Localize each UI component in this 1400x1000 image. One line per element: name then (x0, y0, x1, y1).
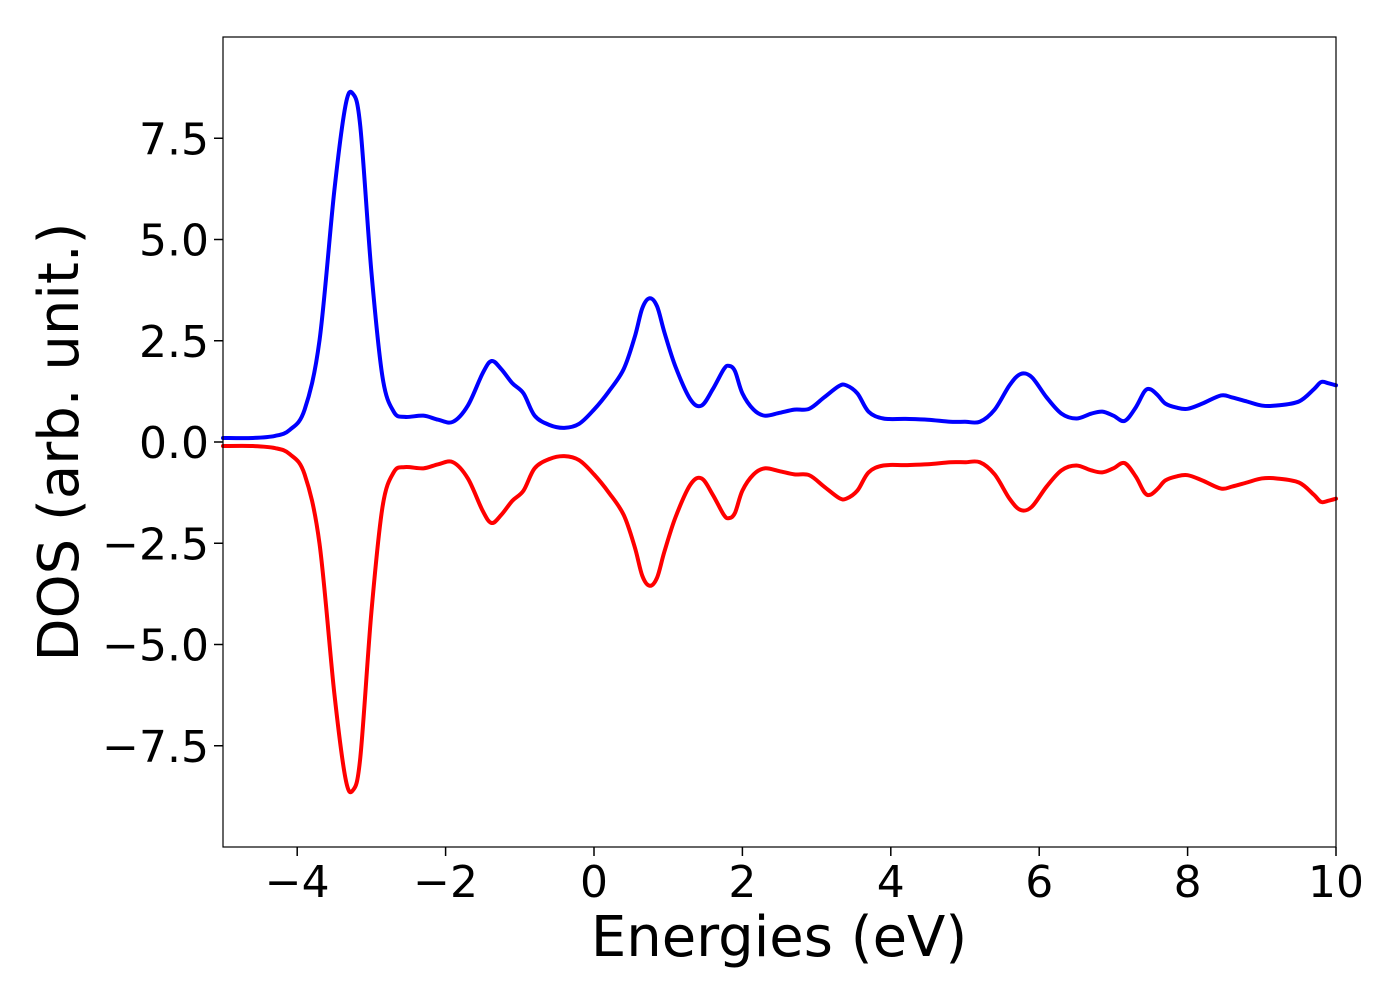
x-tick-label: −2 (413, 857, 478, 908)
plot-frame (222, 36, 1337, 848)
y-tick-label: 0.0 (139, 418, 209, 469)
x-tick-label: 4 (877, 857, 905, 908)
dos-series-line-2 (221, 443, 1338, 795)
x-tick-label: 2 (728, 857, 756, 908)
x-tick-label: 0 (580, 857, 608, 908)
y-tick-label: 2.5 (139, 317, 209, 368)
x-axis-label: Energies (eV) (591, 905, 967, 970)
y-tick-label: 5.0 (139, 216, 209, 267)
x-tick-label: 6 (1025, 857, 1053, 908)
y-axis-label: DOS (arb. unit.) (27, 222, 92, 661)
x-tick-label: 8 (1174, 857, 1202, 908)
series-layer (221, 89, 1338, 795)
dos-series-line-1 (221, 89, 1338, 441)
y-tick-label: −2.5 (102, 519, 209, 570)
y-tick-label: −7.5 (102, 722, 209, 773)
x-tick-label: 10 (1308, 857, 1364, 908)
y-tick-label: 7.5 (139, 114, 209, 165)
y-tick-label: −5.0 (102, 621, 209, 672)
plot-background (223, 37, 1336, 847)
y-axis-ticks: 7.5 5.0 2.5 0.0 −2.5 −5.0 −7.5 (102, 114, 223, 773)
x-axis-ticks: −4 −2 0 2 4 6 8 10 (265, 847, 1364, 908)
x-tick-label: −4 (265, 857, 330, 908)
